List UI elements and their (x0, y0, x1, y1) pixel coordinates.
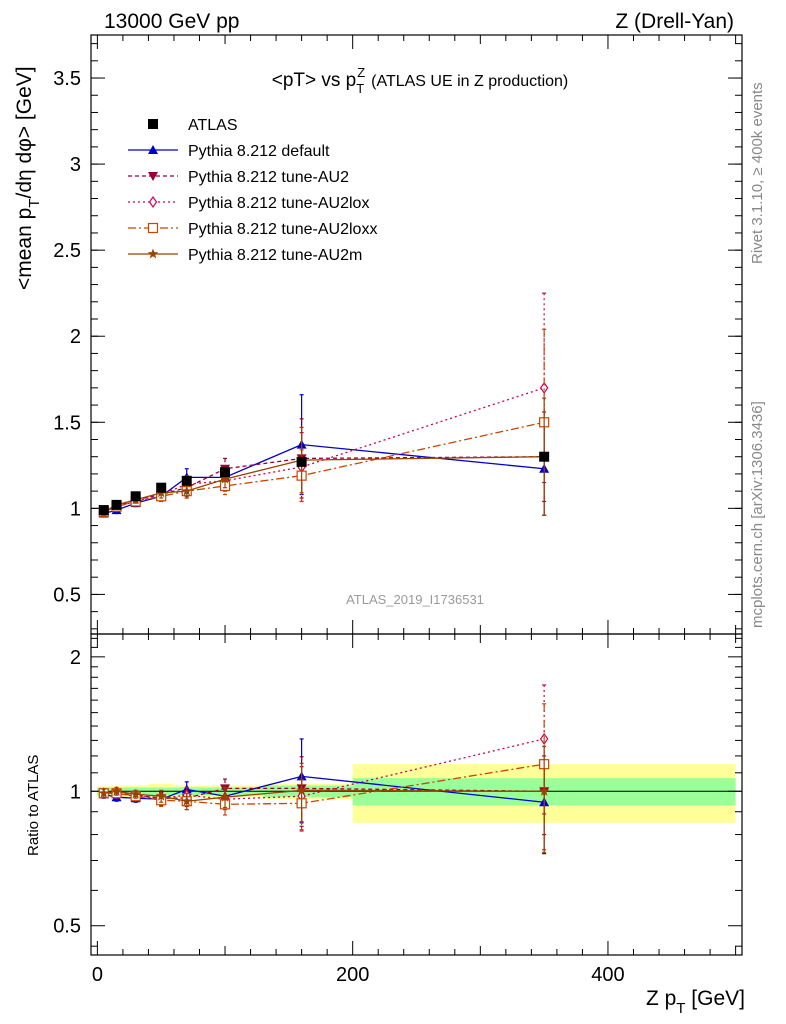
series-line (103, 456, 545, 513)
legend-label: Pythia 8.212 tune-AU2loxx (188, 221, 377, 238)
data-point (130, 788, 141, 799)
atlas-data-point (98, 505, 109, 516)
legend-label: Pythia 8.212 tune-AU2 (188, 169, 349, 186)
data-point (219, 473, 231, 484)
legend-marker (148, 172, 158, 181)
y-tick-label: 1 (70, 498, 81, 520)
main-title-main: <pT> vs p (272, 70, 357, 91)
legend-marker (148, 145, 158, 154)
y-tick-label: 0.5 (53, 916, 81, 938)
y-tick-label: 3 (70, 154, 81, 176)
legend-label: ATLAS (188, 117, 238, 134)
main-panel: 0.511.522.533.5 <pT> vs pTZ(ATLAS UE in … (13, 34, 743, 635)
y-axis-label-b: /dη dφ> [GeV] (13, 66, 36, 198)
main-series-layer (98, 292, 550, 518)
main-title: <pT> vs pTZ (ATLAS UE in Z production) (272, 65, 569, 96)
main-title-sub: T (356, 81, 364, 96)
legend-marker (148, 195, 158, 209)
legend-marker (147, 248, 159, 259)
series-line (103, 421, 545, 513)
side-text-bottom: mcplots.cern.ch [arXiv:1306.3436] (749, 401, 766, 628)
y-tick-label: 1 (70, 781, 81, 803)
atlas-data-point (130, 491, 141, 502)
data-point (98, 787, 109, 798)
x-tick-label: 400 (591, 964, 624, 986)
x-axis-label-sub: T (676, 1000, 685, 1017)
y-tick-label: 2 (70, 647, 81, 669)
y-tick-label: 0.5 (53, 584, 81, 606)
y-axis-label-sub: T (26, 199, 43, 208)
x-axis-label: Z pT [GeV] (646, 987, 745, 1017)
header-right: Z (Drell-Yan) (615, 10, 734, 33)
y-axis-label-a: <mean p (13, 208, 36, 290)
data-point (219, 791, 231, 802)
legend-marker (148, 119, 158, 129)
data-point (296, 784, 307, 795)
series-line (103, 789, 545, 802)
series-line (103, 443, 545, 515)
data-point (181, 485, 192, 496)
series-line (103, 763, 545, 805)
data-point (155, 790, 167, 801)
series-line (103, 456, 545, 513)
series-line (103, 387, 545, 513)
atlas-data-point (181, 475, 192, 486)
atlas-data-point (296, 456, 307, 467)
data-point (181, 795, 192, 806)
atlas-data-point (539, 451, 550, 462)
y-tick-label: 3.5 (53, 68, 81, 90)
y-axis-label: <mean pT/dη dφ> [GeV] (13, 66, 43, 290)
data-point (111, 785, 122, 796)
ratio-series-layer (98, 684, 550, 855)
legend-label: Pythia 8.212 tune-AU2lox (188, 195, 369, 212)
y-tick-label: 2.5 (53, 240, 81, 262)
atlas-data-point (220, 467, 231, 478)
main-title-sup: Z (357, 65, 365, 80)
atlas-data-point (111, 499, 122, 510)
watermark: ATLAS_2019_I1736531 (346, 592, 484, 607)
data-point (539, 381, 549, 394)
x-tick-label: 200 (336, 964, 369, 986)
x-tick-label: 0 (92, 964, 103, 986)
y-tick-label: 2 (70, 326, 81, 348)
ratio-axes: 0 200 400 0.5 1 2 (53, 633, 743, 986)
x-axis-label-a: Z p (646, 987, 676, 1010)
x-axis-label-b: [GeV] (685, 987, 745, 1010)
legend-label: Pythia 8.212 tune-AU2m (188, 247, 362, 264)
main-title-tail: (ATLAS UE in Z production) (371, 73, 568, 90)
ratio-bands (97, 764, 736, 823)
legend-marker (147, 222, 159, 234)
ratio-y-label: Ratio to ATLAS (25, 755, 42, 856)
y-tick-label: 1.5 (53, 412, 81, 434)
legend-label: Pythia 8.212 default (188, 143, 330, 160)
atlas-data-point (156, 482, 167, 493)
panel-frame (90, 633, 743, 956)
legend: ATLAS Pythia 8.212 default Pythia 8.212 tu… (128, 117, 377, 264)
ratio-panel: 0 200 400 0.5 1 2 Ratio to ATLAS Z pT [GeV] (25, 633, 745, 1017)
side-text-top: Rivet 3.1.10, ≥ 400k events (749, 82, 766, 264)
header-left: 13000 GeV pp (104, 10, 239, 33)
data-point (538, 785, 550, 796)
